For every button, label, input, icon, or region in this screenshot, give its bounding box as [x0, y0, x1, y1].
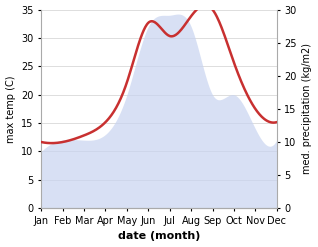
- Y-axis label: max temp (C): max temp (C): [5, 75, 16, 143]
- X-axis label: date (month): date (month): [118, 231, 200, 242]
- Y-axis label: med. precipitation (kg/m2): med. precipitation (kg/m2): [302, 43, 313, 174]
